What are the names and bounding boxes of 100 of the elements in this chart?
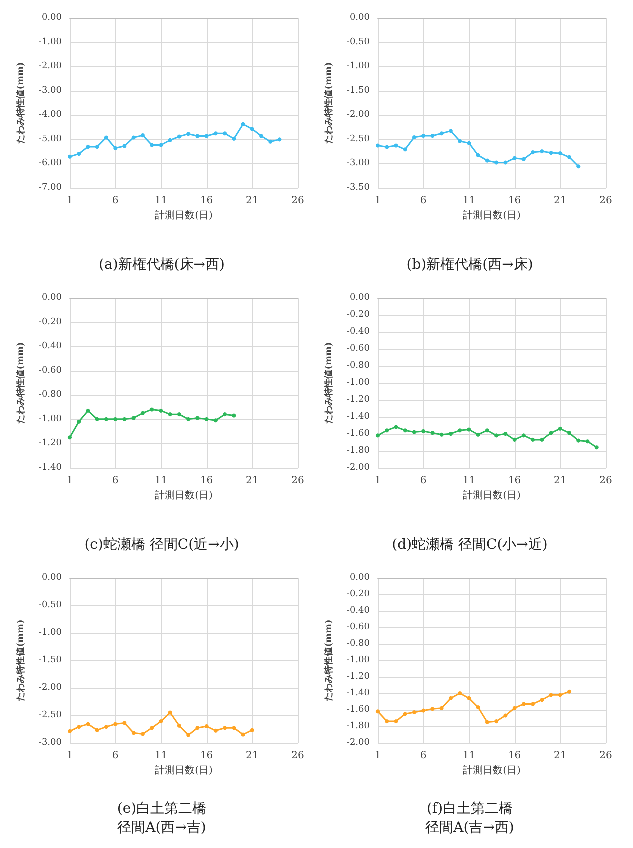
point xyxy=(159,720,164,724)
point xyxy=(168,710,172,715)
y-tick-label: -6.00 xyxy=(38,158,62,169)
x-tick-label: 11 xyxy=(462,196,476,206)
point xyxy=(196,134,200,138)
point xyxy=(95,728,100,732)
point xyxy=(403,148,408,152)
point xyxy=(549,151,554,156)
point xyxy=(385,428,390,433)
y-tick-label: -3.00 xyxy=(346,158,370,169)
x-tick-label: 11 xyxy=(462,750,476,762)
x-tick-label: 26 xyxy=(292,196,304,206)
point xyxy=(186,132,191,136)
point xyxy=(403,428,408,433)
text: (c)蛇瀬橋 径間C(近→小) xyxy=(84,537,240,553)
point xyxy=(95,144,100,149)
y-tick-label: -0.20 xyxy=(346,310,370,320)
point xyxy=(448,432,453,436)
y-tick-label: -0.60 xyxy=(38,366,62,376)
point xyxy=(241,122,246,126)
point xyxy=(204,724,209,728)
point xyxy=(204,417,209,422)
y-axis-title: たわみ特性値(mm) xyxy=(324,620,334,702)
point xyxy=(104,725,108,730)
x-tick-label: 1 xyxy=(66,196,74,206)
point xyxy=(177,724,182,728)
y-tick-label: -2.50 xyxy=(346,134,370,144)
point xyxy=(568,431,572,436)
x-tick-label: 16 xyxy=(200,196,214,206)
point xyxy=(531,702,536,706)
point xyxy=(223,412,228,417)
point xyxy=(476,432,480,437)
point xyxy=(549,693,554,698)
point xyxy=(122,417,127,422)
point xyxy=(177,134,182,139)
point xyxy=(159,408,164,413)
point xyxy=(114,417,118,422)
point xyxy=(422,134,426,138)
point xyxy=(504,432,508,436)
x-tick-label: 1 xyxy=(374,750,382,762)
point xyxy=(86,144,90,149)
y-tick-label: -1.60 xyxy=(346,429,370,439)
x-tick-label: 26 xyxy=(600,476,612,486)
point xyxy=(68,729,72,734)
point xyxy=(122,721,127,726)
text: (d)蛇瀬橋 径間C(小→近) xyxy=(392,537,548,553)
y-tick-label: -1.00 xyxy=(38,414,62,424)
point xyxy=(204,134,209,138)
y-tick-label: -2.00 xyxy=(346,110,370,120)
point xyxy=(512,706,517,710)
point xyxy=(512,156,517,160)
point xyxy=(186,417,191,422)
x-axis-title: 計測日数(日) xyxy=(463,209,521,222)
y-tick-label: -1.00 xyxy=(346,62,370,72)
point xyxy=(440,132,444,136)
point xyxy=(540,150,544,154)
x-tick-label: 26 xyxy=(600,750,612,762)
point xyxy=(485,720,490,724)
point xyxy=(467,428,472,432)
point xyxy=(448,696,453,700)
point xyxy=(568,155,572,160)
y-tick-label: -1.60 xyxy=(346,705,370,715)
x-tick-label: 21 xyxy=(554,196,567,206)
y-axis-title: たわみ特性値(mm) xyxy=(324,62,334,144)
point xyxy=(394,425,398,430)
point xyxy=(114,722,118,726)
x-tick-label: 6 xyxy=(112,750,119,762)
point xyxy=(223,726,228,730)
y-axis-title: たわみ特性値(mm) xyxy=(16,342,26,424)
x-tick-label: 11 xyxy=(154,476,168,486)
point xyxy=(186,733,191,738)
x-tick-label: 6 xyxy=(420,196,427,206)
point xyxy=(522,702,526,706)
point xyxy=(214,418,218,423)
y-tick-label: 0.00 xyxy=(42,293,62,303)
y-tick-label: -1.00 xyxy=(346,378,370,388)
y-tick-label: -0.20 xyxy=(38,317,62,328)
y-tick-label: -1.00 xyxy=(38,628,62,638)
y-tick-label: -1.80 xyxy=(346,722,370,732)
point xyxy=(77,152,82,156)
point xyxy=(403,712,408,716)
point xyxy=(232,726,236,730)
y-tick-label: -0.60 xyxy=(346,622,370,632)
x-axis-title: 計測日数(日) xyxy=(463,489,521,502)
point xyxy=(250,127,254,132)
y-tick-label: -1.40 xyxy=(38,463,62,473)
y-tick-label: -0.60 xyxy=(346,344,370,354)
point xyxy=(86,408,90,413)
y-tick-label: -0.20 xyxy=(346,590,370,600)
y-tick-label: -3.00 xyxy=(38,738,62,748)
point xyxy=(232,414,236,418)
y-tick-label: -4.00 xyxy=(38,110,62,120)
text: (a)新権代橋(床→西) xyxy=(99,257,225,273)
point xyxy=(223,132,228,136)
point xyxy=(576,164,581,169)
point xyxy=(114,146,118,150)
x-tick-label: 26 xyxy=(600,196,612,206)
x-tick-label: 1 xyxy=(66,476,74,486)
point xyxy=(558,426,562,431)
point xyxy=(232,136,236,141)
